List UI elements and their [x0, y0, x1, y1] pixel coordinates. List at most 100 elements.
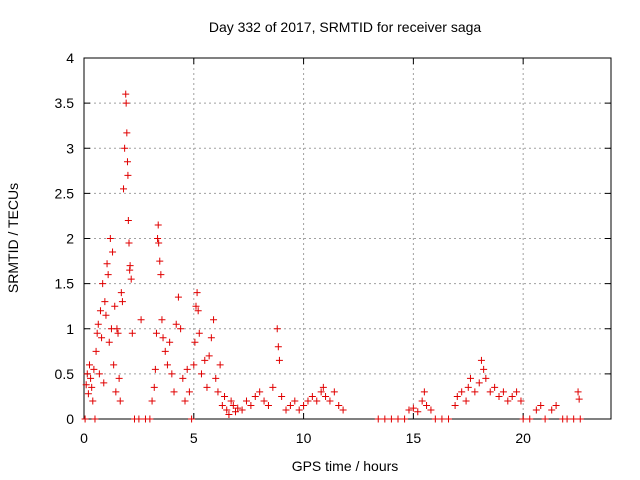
data-point	[570, 415, 578, 423]
data-point	[102, 311, 110, 319]
data-point	[278, 392, 286, 400]
x-tick-label: 15	[406, 430, 422, 446]
data-point	[381, 415, 389, 423]
data-point	[576, 415, 584, 423]
data-point	[135, 415, 143, 423]
data-point	[308, 392, 316, 400]
data-point	[103, 260, 111, 268]
data-point	[225, 410, 233, 418]
data-point	[201, 356, 209, 364]
data-point	[154, 235, 162, 242]
data-point	[100, 379, 108, 387]
data-point	[106, 235, 114, 242]
y-tick-label: 0.5	[55, 366, 75, 382]
data-point	[495, 392, 503, 400]
data-point	[117, 289, 125, 297]
data-point	[466, 374, 474, 382]
data-point	[170, 388, 178, 396]
data-point	[137, 316, 145, 324]
data-point	[513, 388, 521, 396]
data-point	[451, 401, 459, 409]
x-tick-label: 20	[515, 430, 531, 446]
data-point	[322, 392, 330, 400]
grid-lines	[84, 58, 611, 419]
data-point	[174, 293, 182, 301]
data-point	[123, 158, 131, 166]
data-point	[205, 352, 213, 360]
data-point	[157, 271, 165, 279]
data-point	[88, 383, 96, 391]
data-point	[420, 388, 428, 396]
data-point	[480, 365, 488, 373]
chart-title: Day 332 of 2017, SRMTID for receiver sag…	[209, 19, 482, 35]
data-point	[526, 415, 534, 423]
data-point	[282, 406, 290, 414]
data-point	[221, 392, 229, 400]
data-point	[401, 415, 409, 423]
data-point	[330, 388, 338, 396]
data-point	[122, 90, 130, 98]
data-point	[207, 334, 215, 342]
y-axis-label: SRMTID / TECUs	[5, 183, 21, 293]
data-point	[300, 401, 308, 409]
y-tick-label: 3.5	[55, 95, 75, 111]
data-point	[177, 325, 185, 333]
data-point	[185, 388, 193, 396]
data-point	[504, 397, 512, 405]
data-point	[477, 356, 485, 364]
data-point	[146, 415, 154, 423]
y-tick-label: 3	[66, 140, 74, 156]
data-point	[286, 401, 294, 409]
data-point	[227, 397, 235, 405]
data-point	[122, 99, 130, 107]
data-point	[409, 404, 417, 412]
data-point	[458, 388, 466, 396]
data-point	[96, 307, 104, 315]
data-point	[148, 397, 156, 405]
data-point	[191, 338, 199, 346]
data-point	[247, 401, 255, 409]
data-point	[471, 388, 479, 396]
data-point	[234, 404, 242, 412]
data-point	[159, 334, 167, 342]
y-tick-label: 2	[66, 231, 74, 247]
data-point	[541, 415, 549, 423]
data-point	[190, 361, 198, 369]
data-point	[462, 397, 470, 405]
data-point	[91, 415, 99, 423]
data-point	[114, 329, 122, 337]
data-point	[274, 343, 282, 351]
data-point	[517, 397, 525, 405]
data-point	[109, 248, 117, 256]
data-point	[116, 397, 124, 405]
data-point	[155, 239, 163, 247]
axis-ticks: 0 0.5 1 1.5 2 2.5 3 3.5 4 0 5 10 15 20	[55, 50, 611, 446]
data-point	[273, 325, 281, 333]
data-point	[387, 415, 395, 423]
data-point	[563, 415, 571, 423]
data-point	[124, 216, 132, 224]
data-point	[242, 397, 250, 405]
data-point	[111, 302, 119, 310]
y-tick-label: 1.5	[55, 276, 75, 292]
y-tick-label: 1	[66, 321, 74, 337]
data-point	[194, 307, 202, 315]
data-point	[256, 388, 264, 396]
data-point	[203, 383, 211, 391]
data-point	[238, 406, 246, 414]
data-point	[115, 374, 123, 382]
y-tick-label: 4	[66, 50, 74, 66]
data-point	[85, 361, 93, 369]
data-point	[112, 388, 120, 396]
data-point	[214, 388, 222, 396]
data-point	[418, 397, 426, 405]
data-point	[193, 289, 201, 297]
data-point	[232, 408, 240, 416]
data-point	[326, 397, 334, 405]
data-point	[179, 374, 187, 382]
data-point	[431, 415, 439, 423]
data-point	[172, 320, 180, 328]
data-point	[89, 397, 97, 405]
data-point	[491, 383, 499, 391]
data-point	[166, 338, 174, 346]
